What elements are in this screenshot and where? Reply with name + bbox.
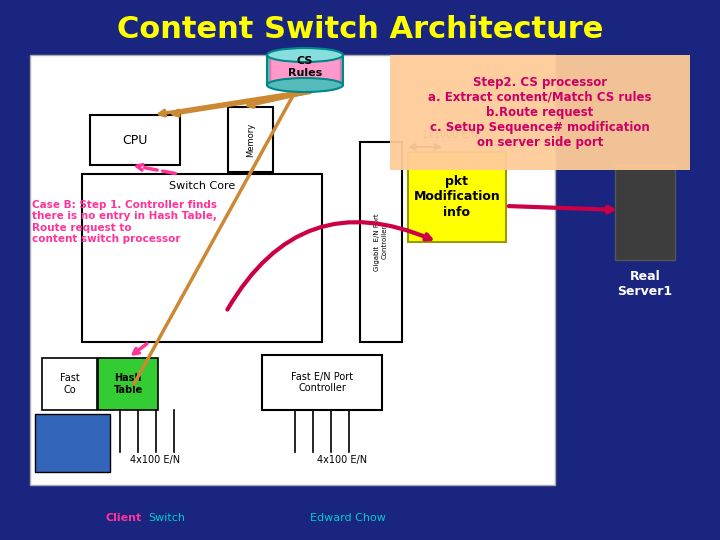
Text: CPU: CPU: [122, 133, 148, 146]
Text: Client: Client: [105, 513, 141, 523]
Bar: [228, 107, 273, 172]
Text: Memory: Memory: [246, 123, 255, 157]
Text: CS
Rules: CS Rules: [288, 56, 322, 78]
Bar: [98, 358, 158, 410]
Bar: [408, 152, 506, 242]
Bar: [90, 115, 180, 165]
Text: Content Switch Architecture: Content Switch Architecture: [117, 16, 603, 44]
Bar: [30, 55, 555, 485]
Text: Hash
Table: Hash Table: [113, 373, 143, 395]
Bar: [270, 58, 340, 82]
Ellipse shape: [267, 48, 343, 62]
Text: 4x100 E/N: 4x100 E/N: [317, 455, 367, 465]
Text: pkt
Modification
info: pkt Modification info: [413, 176, 500, 219]
Bar: [82, 174, 322, 342]
Bar: [360, 142, 402, 342]
Text: 1x1000 E/N: 1x1000 E/N: [422, 130, 478, 140]
Bar: [267, 55, 343, 85]
Bar: [262, 355, 382, 410]
Bar: [615, 165, 675, 260]
Text: Switch Core: Switch Core: [169, 181, 235, 191]
Text: Fast E/N Port
Controller: Fast E/N Port Controller: [291, 372, 353, 393]
Ellipse shape: [267, 78, 343, 92]
Bar: [42, 358, 97, 410]
Text: Edward Chow: Edward Chow: [310, 513, 386, 523]
Text: 4x100 E/N: 4x100 E/N: [130, 455, 180, 465]
Text: Case B: Step 1. Controller finds
there is no entry in Hash Table,
Route request : Case B: Step 1. Controller finds there i…: [32, 200, 217, 245]
Text: Step2. CS processor
a. Extract content/Match CS rules
b.Route request
c. Setup S: Step2. CS processor a. Extract content/M…: [428, 76, 652, 149]
Text: Switch: Switch: [148, 513, 185, 523]
Text: Fast
Co: Fast Co: [60, 373, 79, 395]
Text: Real
Server1: Real Server1: [618, 270, 672, 298]
Text: Gigabit  E/N Port
Controller: Gigabit E/N Port Controller: [374, 213, 387, 271]
Bar: [35, 414, 110, 472]
Bar: [390, 55, 690, 170]
